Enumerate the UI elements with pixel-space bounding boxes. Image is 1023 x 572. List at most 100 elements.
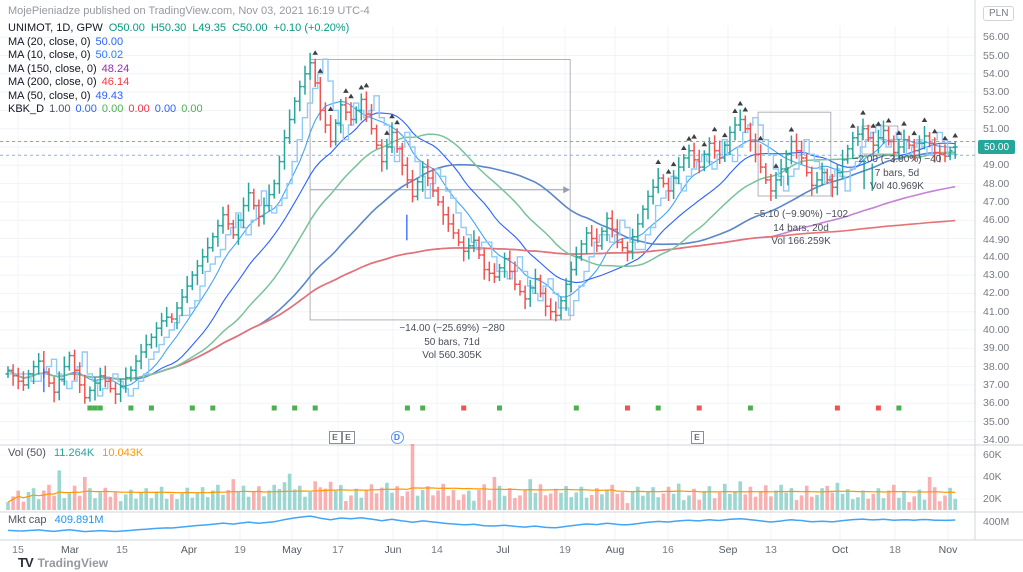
earnings-badge[interactable]: E — [690, 430, 704, 444]
mktcap-legend-row[interactable]: Mkt cap 409.891M — [8, 514, 104, 526]
measurement-line: Vol 166.259K — [771, 236, 831, 247]
tradingview-logo[interactable]: TV TradingView — [18, 555, 108, 570]
ohlc-values: O50.00 H50.30 L49.35 C50.00 +0.10 (+0.20%) — [103, 22, 350, 34]
time-tick: Aug — [605, 544, 625, 556]
measurement-line: −14.00 (−25.69%) −280 — [399, 323, 505, 334]
ohlc-part: O50.00 — [108, 22, 145, 34]
kbk-value: 1.00 — [49, 103, 71, 115]
ma-row-label: MA (200, close, 0) — [8, 76, 97, 88]
price-tick: 51.00 — [983, 122, 1010, 135]
kbk-value: 0.00 — [75, 103, 97, 115]
volume-label: Vol (50) — [8, 447, 46, 459]
price-tick: 47.00 — [983, 195, 1010, 208]
measurement-line: 7 bars, 5d — [874, 167, 920, 179]
measurement-line: 14 bars, 20d — [773, 222, 829, 234]
measurement-line: Vol 560.305K — [422, 350, 482, 361]
time-tick: 14 — [431, 544, 443, 556]
mktcap-label: Mkt cap — [8, 514, 47, 526]
ma-row-label: MA (20, close, 0) — [8, 35, 91, 48]
ma-row-label: MA (150, close, 0) — [8, 62, 97, 75]
price-tick: 46.00 — [983, 214, 1010, 227]
time-tick: 13 — [765, 544, 777, 556]
time-tick: Jul — [496, 544, 510, 556]
time-tick: 18 — [889, 544, 901, 556]
price-tick: 43.00 — [983, 269, 1010, 282]
price-axis[interactable]: PLN 56.00 55.00 54.00 53.00 52.00 51.00 49.00 4… — [975, 0, 1023, 540]
currency-chip: PLN — [983, 6, 1015, 21]
kbk-legend-row[interactable]: KBK_D 1.00 0.00 0.00 0.00 0.00 0.00 — [8, 103, 349, 115]
publish-watermark: MojePieniadze published on TradingView.c… — [8, 5, 370, 17]
price-tick: 48.00 — [983, 177, 1010, 190]
measurement-line: 50 bars, 71d — [424, 336, 480, 348]
earnings-badge[interactable]: E — [341, 430, 355, 444]
symbol-legend-row[interactable]: UNIMOT, 1D, GPW O50.00 H50.30 L49.35 C50.00 +… — [8, 22, 349, 34]
ma-row-value: 50.00 — [95, 35, 124, 48]
mktcap-tick-label: 400M — [983, 516, 1010, 528]
price-tick: 44.90 — [983, 234, 1010, 247]
price-tick: 56.00 — [983, 31, 1010, 44]
kbk-value: 0.00 — [181, 103, 203, 115]
time-tick: Oct — [831, 544, 849, 556]
ma-legend-row[interactable]: MA (150, close, 0) 48.24 — [8, 63, 349, 75]
time-tick: Sep — [718, 544, 738, 556]
price-tick: 55.00 — [983, 49, 1010, 62]
ma-legend-row[interactable]: MA (200, close, 0) 46.14 — [8, 76, 349, 88]
time-axis[interactable]: 15 Mar 15 Apr 19 May 17 Jun 14 Jul 19 Aug 16 Sep 13 Oct… — [0, 540, 975, 558]
ohlc-part: C50.00 — [231, 22, 268, 34]
measurement-label[interactable]: −14.00 (−25.69%) −280 50 bars, 71d Vol 560… — [399, 322, 504, 363]
ma-row-label: MA (50, close, 0) — [8, 89, 91, 102]
ohlc-part: H50.30 — [150, 22, 187, 34]
time-tick: 17 — [332, 544, 344, 556]
time-tick: Mar — [60, 544, 80, 556]
ma-legend-row[interactable]: MA (20, close, 0) 50.00 — [8, 36, 349, 48]
time-tick: 19 — [234, 544, 246, 556]
time-tick: 15 — [12, 544, 24, 556]
time-tick: 15 — [116, 544, 128, 556]
dividend-badge[interactable]: D — [390, 430, 404, 444]
time-tick: Jun — [384, 544, 402, 556]
volume-ma-value: 10.043K — [102, 447, 144, 459]
tradingview-logo-text: TradingView — [37, 555, 109, 570]
measurement-line: −2.00 (−3.90%) −40 — [852, 154, 942, 165]
price-tick: 42.00 — [983, 287, 1010, 300]
ma-row-value: 48.24 — [101, 62, 130, 75]
kbk-value: 0.00 — [154, 103, 177, 115]
volume-tick: 40K — [983, 471, 1002, 483]
measurement-label[interactable]: −2.00 (−3.90%) −40 7 bars, 5d Vol 40.969K — [853, 153, 942, 194]
volume-legend-row[interactable]: Vol (50) 11.264K 10.043K — [8, 447, 143, 459]
time-tick: Nov — [938, 544, 958, 556]
price-tick: 36.00 — [983, 397, 1010, 410]
price-tick: 37.00 — [983, 378, 1010, 391]
measurement-line: −5.10 (−9.90%) −102 — [753, 209, 849, 220]
tradingview-logo-icon: TV — [18, 555, 34, 570]
volume-value: 11.264K — [53, 447, 95, 459]
price-tick: 39.00 — [983, 342, 1010, 355]
price-tick: 53.00 — [983, 86, 1010, 99]
price-tick: 49.00 — [983, 159, 1010, 172]
ma-legend-row[interactable]: MA (10, close, 0) 50.02 — [8, 49, 349, 61]
volume-tick: 60K — [983, 449, 1002, 461]
price-tick: 40.00 — [983, 324, 1010, 336]
ma-legend-row[interactable]: MA (50, close, 0) 49.43 — [8, 90, 349, 102]
earnings-badge[interactable]: E — [328, 430, 342, 444]
kbk-label: KBK_D — [8, 103, 45, 115]
price-tick: 35.00 — [983, 415, 1010, 428]
measurement-label[interactable]: −5.10 (−9.90%) −102 14 bars, 20d Vol 166.2… — [754, 208, 848, 249]
time-tick: May — [282, 544, 302, 556]
measurement-line: Vol 40.969K — [870, 181, 924, 192]
price-tick: 34.00 — [983, 433, 1010, 446]
price-tick: 54.00 — [983, 67, 1010, 80]
ma-legend-rows: MA (20, close, 0) 50.00 MA (10, close, 0) 5… — [8, 36, 349, 102]
time-tick: Apr — [180, 544, 198, 556]
ma-row-value: 50.02 — [95, 49, 124, 61]
symbol-title: UNIMOT, 1D, GPW — [8, 22, 103, 34]
ma-row-label: MA (10, close, 0) — [8, 49, 91, 61]
time-tick: 19 — [559, 544, 571, 556]
price-tick: 52.00 — [983, 104, 1010, 117]
ohlc-part: L49.35 — [192, 22, 226, 34]
last-price-label: 50.00 — [978, 140, 1016, 154]
kbk-value: 0.00 — [128, 103, 150, 115]
price-tick: 41.00 — [983, 305, 1010, 318]
